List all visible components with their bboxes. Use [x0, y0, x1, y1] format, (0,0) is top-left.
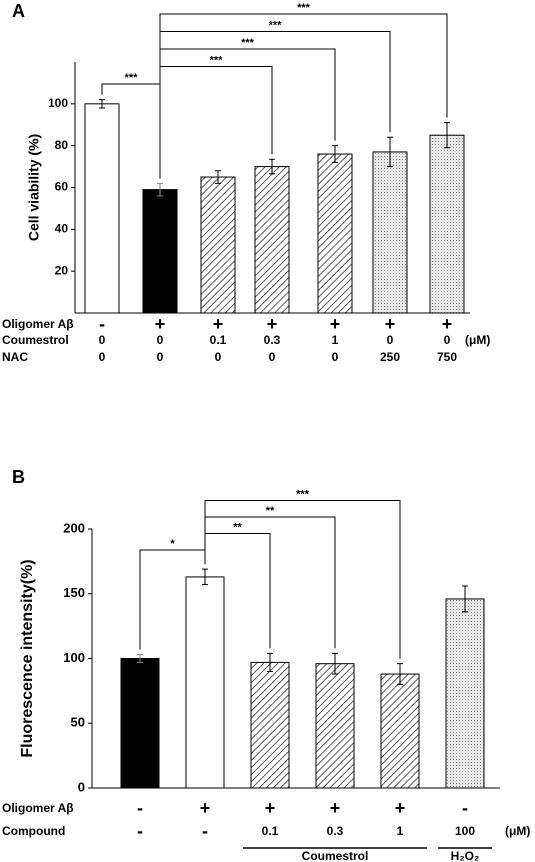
- condition-value: +: [213, 314, 224, 334]
- y-tick-label: 100: [48, 96, 68, 110]
- condition-value: +: [330, 798, 341, 818]
- significance-label: ***: [297, 2, 311, 14]
- bar: [120, 658, 160, 789]
- condition-value: +: [442, 314, 453, 334]
- unit: (μM): [465, 333, 490, 347]
- significance-label: **: [266, 505, 275, 517]
- error-bar: [444, 122, 450, 149]
- error-bar: [269, 158, 275, 175]
- condition-value: 0: [444, 333, 451, 347]
- bar: [142, 189, 178, 314]
- y-tick-label: 40: [55, 222, 69, 236]
- condition-value: -: [137, 821, 143, 841]
- condition-name: Oligomer Aβ: [2, 317, 74, 331]
- error-bar: [137, 654, 143, 663]
- bar: [185, 576, 225, 789]
- significance-bracket: [159, 66, 273, 179]
- condition-name: Compound: [2, 824, 65, 838]
- y-tick-label: 60: [55, 180, 69, 194]
- significance-bracket: [159, 31, 391, 179]
- condition-name: NAC: [2, 350, 28, 364]
- significance-label: ***: [125, 72, 139, 84]
- y-axis-label: Cell viability (%): [26, 134, 42, 241]
- significance-label: **: [233, 521, 242, 533]
- bar: [315, 663, 355, 789]
- unit: (μM): [505, 824, 530, 838]
- condition-value: 0.3: [327, 824, 344, 838]
- condition-value: +: [385, 314, 396, 334]
- significance-label: *: [170, 538, 175, 550]
- error-bar: [267, 652, 273, 672]
- group-label: Coumestrol: [302, 849, 369, 862]
- y-tick-label: 20: [55, 263, 69, 277]
- bar: [200, 176, 236, 314]
- bar: [429, 134, 465, 314]
- bar: [254, 166, 290, 314]
- y-tick-label: 150: [63, 585, 85, 600]
- error-bar: [157, 182, 163, 197]
- condition-value: +: [265, 798, 276, 818]
- error-bar: [332, 652, 338, 675]
- condition-value: -: [462, 798, 468, 818]
- condition-value: 100: [455, 824, 475, 838]
- y-tick-label: 80: [55, 138, 69, 152]
- condition-value: +: [395, 798, 406, 818]
- significance-bracket: [159, 48, 336, 179]
- significance-label: ***: [296, 488, 310, 500]
- y-tick-label: 200: [63, 520, 85, 535]
- condition-value: 0: [332, 350, 339, 364]
- group-label: H₂O₂: [451, 849, 480, 862]
- condition-value: 0.3: [264, 333, 281, 347]
- error-bar: [462, 585, 468, 613]
- condition-name: Coumestrol: [2, 333, 69, 347]
- condition-value: 0.1: [262, 824, 279, 838]
- condition-value: -: [99, 314, 105, 334]
- condition-value: 1: [397, 824, 404, 838]
- condition-value: 250: [380, 350, 400, 364]
- panel-label: B: [12, 467, 25, 487]
- significance-label: ***: [241, 37, 255, 49]
- significance-bracket: [159, 13, 448, 179]
- condition-value: 0: [269, 350, 276, 364]
- condition-value: 1: [332, 333, 339, 347]
- significance-label: ***: [269, 19, 283, 31]
- condition-value: 0: [215, 350, 222, 364]
- condition-value: 0.1: [210, 333, 227, 347]
- significance-bracket: [204, 500, 401, 659]
- bar: [445, 598, 485, 789]
- condition-value: 0: [387, 333, 394, 347]
- condition-value: 0: [157, 350, 164, 364]
- condition-value: -: [202, 821, 208, 841]
- error-bar: [202, 568, 208, 586]
- condition-value: 0: [99, 350, 106, 364]
- significance-label: ***: [210, 54, 224, 66]
- error-bar: [215, 170, 221, 184]
- condition-value: 0: [99, 333, 106, 347]
- error-bar: [332, 145, 338, 163]
- condition-value: +: [267, 314, 278, 334]
- condition-value: 0: [157, 333, 164, 347]
- bar: [84, 103, 120, 314]
- condition-value: 750: [437, 350, 457, 364]
- condition-name: Oligomer Aβ: [2, 801, 74, 815]
- condition-value: +: [155, 314, 166, 334]
- error-bar: [387, 136, 393, 168]
- condition-value: -: [137, 798, 143, 818]
- error-bar: [99, 99, 105, 109]
- bar: [250, 661, 290, 789]
- condition-value: +: [330, 314, 341, 334]
- bar: [380, 673, 420, 789]
- bar: [372, 151, 408, 314]
- y-tick-label: 100: [63, 650, 85, 665]
- y-tick-label: 50: [71, 715, 85, 730]
- condition-value: +: [200, 798, 211, 818]
- bar: [317, 153, 353, 314]
- y-axis-label: Fluorescence intensity(%): [19, 559, 36, 757]
- panel-label: A: [12, 1, 25, 21]
- error-bar: [397, 663, 403, 685]
- y-tick-label: 0: [78, 779, 85, 794]
